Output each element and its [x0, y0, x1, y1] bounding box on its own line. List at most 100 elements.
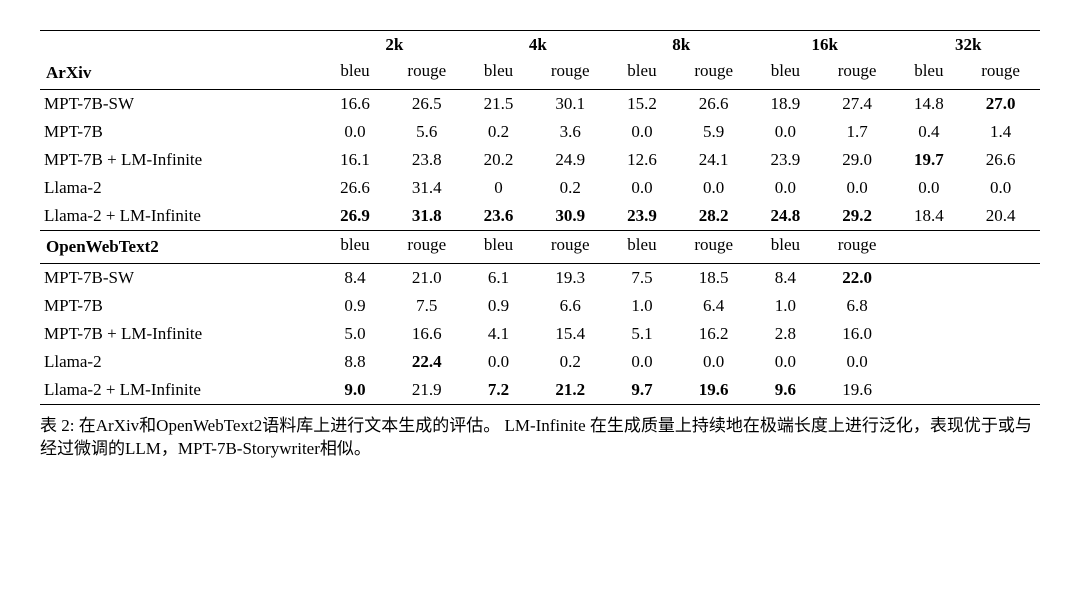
table-cell: 0.0 [753, 174, 818, 202]
table-cell: 14.8 [896, 90, 961, 119]
table-row: Llama-2 + LM-Infinite26.931.823.630.923.… [40, 202, 1040, 231]
row-label: MPT-7B + LM-Infinite [40, 320, 323, 348]
table-caption: 表 2: 在ArXiv和OpenWebText2语料库上进行文本生成的评估。 L… [40, 415, 1040, 461]
table-cell: 7.5 [387, 292, 466, 320]
table-cell: 24.9 [531, 146, 610, 174]
table-cell: 9.0 [323, 376, 388, 405]
table-cell: 23.9 [753, 146, 818, 174]
table-cell: 0.9 [466, 292, 531, 320]
section-header-arxiv: ArXiv [40, 57, 323, 90]
table-cell: 0.0 [466, 348, 531, 376]
metric-header: rouge [961, 57, 1040, 90]
caption-label: 表 2: [40, 416, 74, 435]
table-row: Llama-226.631.400.20.00.00.00.00.00.0 [40, 174, 1040, 202]
table-cell: 23.6 [466, 202, 531, 231]
table-cell: 3.6 [531, 118, 610, 146]
table-cell: 1.0 [753, 292, 818, 320]
table-cell: 31.4 [387, 174, 466, 202]
metric-header: rouge [674, 231, 753, 264]
row-label: MPT-7B + LM-Infinite [40, 146, 323, 174]
table-cell: 19.3 [531, 264, 610, 293]
table-cell: 27.0 [961, 90, 1040, 119]
table-cell: 16.6 [323, 90, 388, 119]
table-cell: 21.0 [387, 264, 466, 293]
table-cell: 31.8 [387, 202, 466, 231]
table-row: Llama-28.822.40.00.20.00.00.00.0 [40, 348, 1040, 376]
table-cell: 5.9 [674, 118, 753, 146]
table-cell: 0.0 [961, 174, 1040, 202]
metric-header: rouge [387, 57, 466, 90]
table-cell: 29.0 [818, 146, 897, 174]
metric-header: bleu [753, 231, 818, 264]
table-cell: 19.7 [896, 146, 961, 174]
table-cell: 8.4 [323, 264, 388, 293]
table-cell: 9.6 [753, 376, 818, 405]
table-cell: 1.4 [961, 118, 1040, 146]
table-cell: 7.2 [466, 376, 531, 405]
metric-header: bleu [753, 57, 818, 90]
table-cell: 15.2 [610, 90, 675, 119]
table-cell: 26.6 [323, 174, 388, 202]
table-row: MPT-7B + LM-Infinite16.123.820.224.912.6… [40, 146, 1040, 174]
table-cell: 26.5 [387, 90, 466, 119]
table-cell: 2.8 [753, 320, 818, 348]
metric-header: bleu [610, 231, 675, 264]
table-cell: 0.0 [753, 348, 818, 376]
table-cell: 0 [466, 174, 531, 202]
table-cell: 8.4 [753, 264, 818, 293]
table-cell: 0.0 [610, 118, 675, 146]
table-cell: 0.2 [531, 348, 610, 376]
table-cell: 18.4 [896, 202, 961, 231]
metric-header: rouge [387, 231, 466, 264]
table-cell: 18.9 [753, 90, 818, 119]
table-cell: 26.9 [323, 202, 388, 231]
table-cell: 0.0 [818, 348, 897, 376]
table-cell: 0.0 [674, 348, 753, 376]
table-cell: 0.0 [818, 174, 897, 202]
context-header: 32k [896, 31, 1040, 58]
table-cell: 30.1 [531, 90, 610, 119]
metric-header: bleu [466, 57, 531, 90]
table-cell: 16.1 [323, 146, 388, 174]
table-cell: 0.4 [896, 118, 961, 146]
table-cell: 5.0 [323, 320, 388, 348]
table-cell: 0.0 [323, 118, 388, 146]
table-cell: 1.0 [610, 292, 675, 320]
caption-text: 在ArXiv和OpenWebText2语料库上进行文本生成的评估。 LM-Inf… [40, 416, 1032, 458]
table-cell: 30.9 [531, 202, 610, 231]
metric-header: bleu [323, 57, 388, 90]
table-cell: 15.4 [531, 320, 610, 348]
context-header: 2k [323, 31, 466, 58]
table-cell: 6.1 [466, 264, 531, 293]
metric-header: rouge [818, 231, 897, 264]
table-cell: 28.2 [674, 202, 753, 231]
table-row: MPT-7B0.97.50.96.61.06.41.06.8 [40, 292, 1040, 320]
context-header: 4k [466, 31, 609, 58]
table-cell: 0.0 [674, 174, 753, 202]
table-cell: 8.8 [323, 348, 388, 376]
row-label: Llama-2 + LM-Infinite [40, 376, 323, 405]
table-cell: 0.0 [896, 174, 961, 202]
table-cell: 4.1 [466, 320, 531, 348]
metric-header: rouge [818, 57, 897, 90]
table-cell: 0.0 [753, 118, 818, 146]
table-cell: 18.5 [674, 264, 753, 293]
table-cell: 24.8 [753, 202, 818, 231]
table-row: MPT-7B0.05.60.23.60.05.90.01.70.41.4 [40, 118, 1040, 146]
table-cell: 26.6 [961, 146, 1040, 174]
table-cell: 20.4 [961, 202, 1040, 231]
table-cell: 21.5 [466, 90, 531, 119]
table-cell: 9.7 [610, 376, 675, 405]
row-label: MPT-7B [40, 118, 323, 146]
table-row: Llama-2 + LM-Infinite9.021.97.221.29.719… [40, 376, 1040, 405]
table-row: MPT-7B-SW16.626.521.530.115.226.618.927.… [40, 90, 1040, 119]
table-cell: 0.9 [323, 292, 388, 320]
table-cell: 26.6 [674, 90, 753, 119]
row-label: Llama-2 + LM-Infinite [40, 202, 323, 231]
table-cell: 5.6 [387, 118, 466, 146]
results-table: 2k4k8k16k32kArXivbleurougebleurougebleur… [40, 30, 1040, 405]
row-label [40, 31, 323, 58]
table-cell: 7.5 [610, 264, 675, 293]
table-cell: 5.1 [610, 320, 675, 348]
table-cell: 22.0 [818, 264, 897, 293]
